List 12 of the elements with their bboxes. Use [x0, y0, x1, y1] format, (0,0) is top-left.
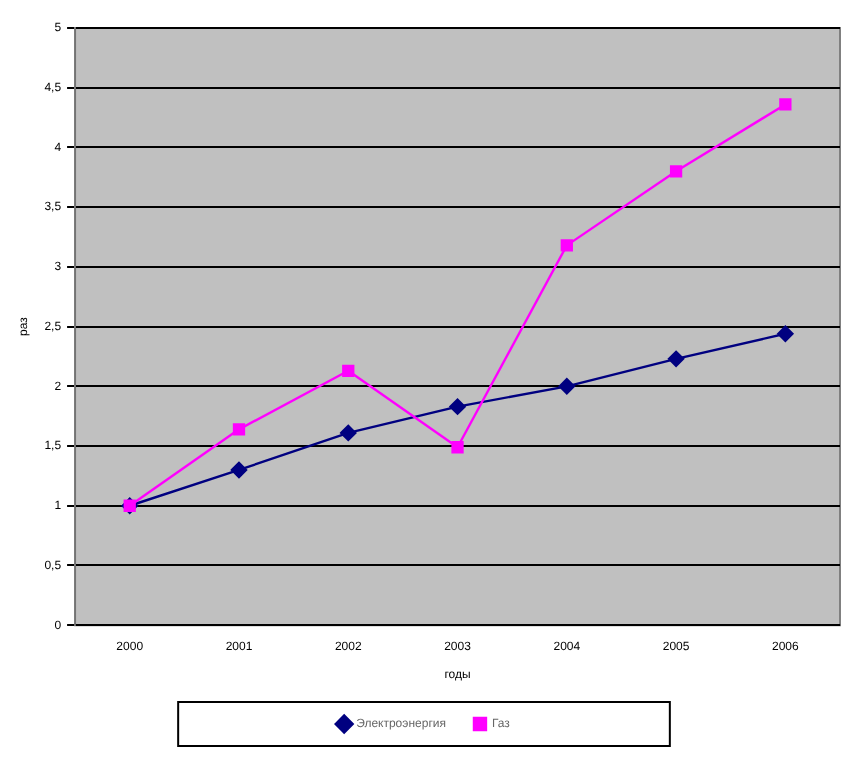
point	[779, 98, 792, 111]
point	[451, 441, 464, 454]
point	[449, 398, 466, 415]
point	[777, 325, 794, 342]
point	[230, 461, 248, 479]
point	[560, 239, 573, 252]
point	[342, 364, 355, 377]
point	[669, 165, 683, 178]
point	[232, 423, 246, 436]
point	[340, 424, 357, 442]
point	[558, 378, 576, 395]
point	[667, 350, 685, 368]
